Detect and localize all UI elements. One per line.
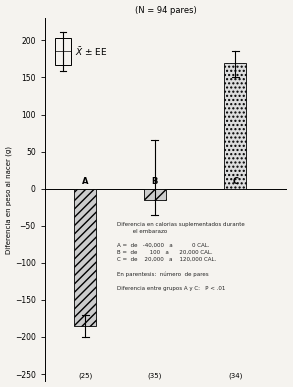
Text: C: C: [232, 177, 239, 187]
Text: (25): (25): [78, 373, 92, 379]
Bar: [144, 188, 166, 200]
Y-axis label: Diferencia en peso al nacer (g): Diferencia en peso al nacer (g): [6, 146, 12, 254]
Title: (N = 94 pares): (N = 94 pares): [135, 5, 197, 15]
Text: A: A: [82, 177, 88, 187]
Text: (35): (35): [147, 373, 162, 379]
Bar: [55, 38, 71, 65]
Text: Diferencia en calorias suplementados durante
         el embarazo

A =  de   -40: Diferencia en calorias suplementados dur…: [117, 222, 245, 291]
Text: (34): (34): [228, 373, 243, 379]
Bar: [74, 188, 96, 326]
Text: $\bar{X}$ ± EE: $\bar{X}$ ± EE: [75, 45, 107, 58]
Bar: [224, 63, 246, 188]
Text: B: B: [151, 177, 158, 187]
